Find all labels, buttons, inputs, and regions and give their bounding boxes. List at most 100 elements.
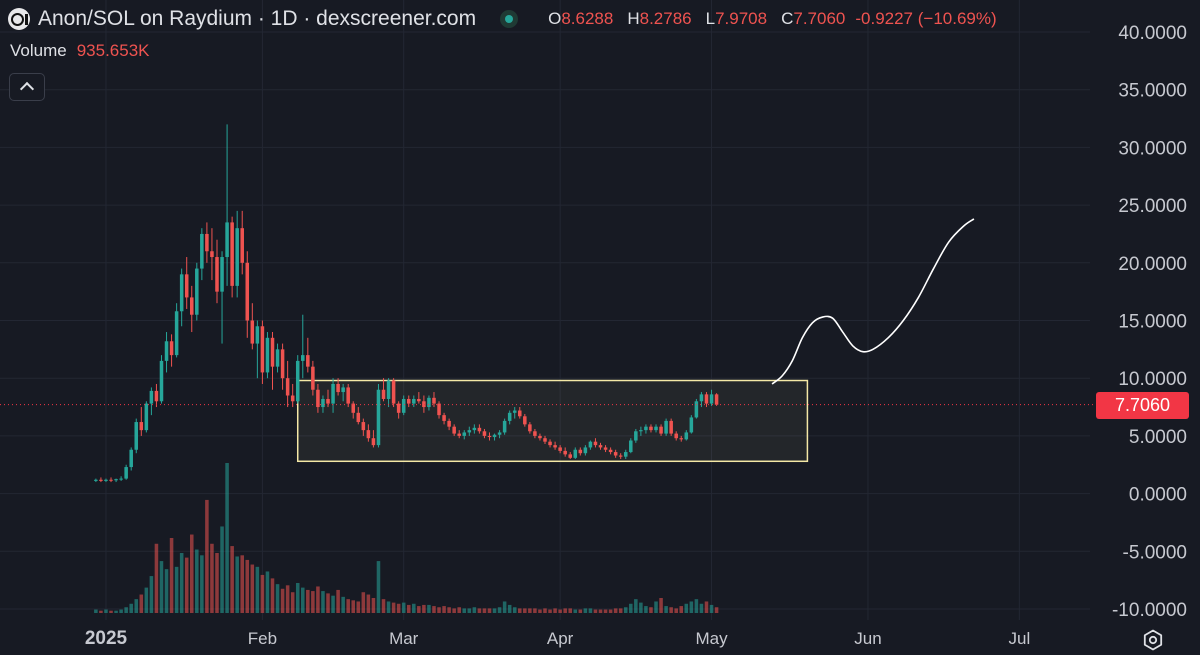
volume-bar (104, 609, 108, 613)
candle (351, 401, 356, 419)
volume-bar (603, 609, 608, 613)
candle-body (669, 420, 673, 434)
candle (104, 478, 108, 483)
candle (129, 447, 133, 471)
volume-bar (608, 609, 613, 613)
collapse-button[interactable] (9, 73, 45, 101)
candle-body (396, 403, 401, 413)
candle (341, 383, 345, 402)
candle (331, 378, 335, 413)
volume-bar (215, 553, 219, 613)
candle-body (215, 257, 219, 292)
volume-bar (533, 608, 537, 613)
volume-bar (406, 604, 411, 613)
candle (189, 285, 194, 333)
volume-bar (704, 601, 709, 613)
x-axis: 2025 Feb Mar Apr May Jun Jul (85, 628, 1030, 649)
candle-body (578, 449, 583, 454)
volume-bar (255, 566, 260, 613)
volume-bar (598, 609, 603, 613)
candle-body (694, 401, 699, 418)
low-label: L (705, 9, 716, 28)
volume-bar (220, 526, 224, 613)
volume-bar (518, 608, 522, 613)
candle-body (507, 412, 512, 421)
candle-body (684, 432, 689, 440)
gear-icon[interactable] (1141, 628, 1165, 652)
candle (412, 395, 416, 408)
candle-body (427, 397, 431, 408)
candle (477, 424, 482, 434)
candle-body (285, 378, 290, 396)
candle-body (412, 398, 416, 404)
candle-body (598, 445, 603, 448)
candle (361, 418, 366, 436)
candle-body (336, 383, 340, 393)
candle (543, 435, 547, 444)
volume-bar (316, 586, 320, 613)
candle (220, 251, 224, 344)
volume-bar (210, 543, 214, 613)
volume-bar (351, 600, 356, 613)
candle (109, 477, 113, 483)
volume-bar (154, 543, 159, 613)
candle-body (573, 449, 578, 458)
candles (94, 124, 719, 483)
candle-body (99, 479, 103, 481)
candle (583, 445, 588, 456)
volume-bar (169, 538, 174, 613)
candle-body (714, 394, 719, 405)
x-tick-label: 2025 (85, 628, 128, 649)
grid-lines (0, 0, 1090, 620)
candle-body (301, 355, 305, 361)
high-label: H (627, 9, 640, 28)
candle (417, 392, 421, 404)
chart-title: Anon/SOL on Raydium · 1D · dexscreener.c… (38, 7, 477, 30)
volume-label: Volume (10, 41, 67, 60)
volume-bar (462, 608, 467, 613)
candle-body (306, 355, 310, 367)
candle (306, 337, 310, 373)
candle-body (603, 447, 608, 450)
volume-bar (371, 598, 376, 613)
candle-body (139, 422, 144, 431)
candle-body (245, 262, 250, 321)
candle (578, 447, 583, 456)
candle (255, 320, 260, 379)
candle-body (588, 441, 593, 448)
candle (654, 424, 658, 433)
chart-header: Anon/SOL on Raydium · 1D · dexscreener.c… (8, 6, 997, 32)
volume-bar (361, 592, 366, 613)
candle (169, 334, 174, 367)
y-tick-label: -10.0000 (1112, 600, 1187, 621)
candle (613, 449, 618, 458)
volume-bars (94, 463, 719, 613)
candle (321, 395, 325, 413)
candle (401, 395, 406, 416)
candle (311, 360, 315, 396)
candle-body (644, 426, 648, 431)
close-label: C (781, 9, 794, 28)
volume-bar (528, 608, 532, 613)
candle-body (422, 401, 426, 408)
x-tick-label: Apr (547, 629, 574, 648)
candle-body (492, 434, 497, 438)
candle (649, 424, 653, 433)
volume-bar (583, 608, 588, 613)
candle (164, 332, 169, 373)
candle (280, 343, 285, 390)
volume-bar (159, 561, 164, 613)
candle-body (538, 435, 542, 439)
last-price-tag: 7.7060 (1096, 391, 1189, 419)
candle-body (386, 380, 391, 399)
candle (149, 387, 154, 416)
volume-bar (139, 594, 144, 613)
candle-body (189, 297, 194, 315)
candle (391, 378, 396, 408)
candle (704, 392, 709, 408)
volume-bar (644, 606, 648, 613)
candle-body (134, 422, 139, 450)
volume-bar (437, 607, 441, 613)
candle (210, 228, 214, 281)
